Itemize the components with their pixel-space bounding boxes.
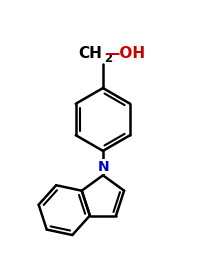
Text: 2: 2 [103,52,111,64]
Text: CH: CH [78,46,102,61]
Text: —OH: —OH [103,46,144,61]
Text: N: N [98,160,109,174]
